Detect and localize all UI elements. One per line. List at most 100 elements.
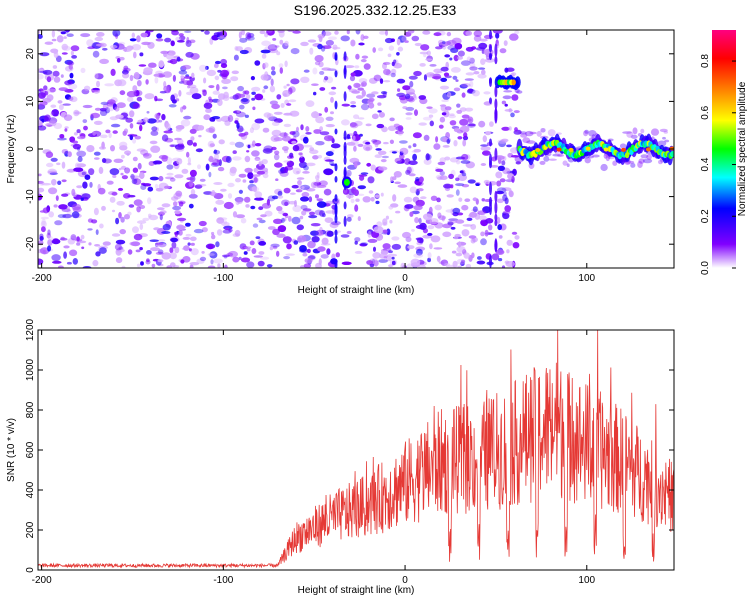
colorbar-tick-label: 0.0	[700, 261, 711, 275]
heatmap-cell	[494, 147, 498, 161]
heatmap-cell	[88, 168, 95, 176]
heatmap-cell	[174, 210, 181, 215]
heatmap-cell	[411, 229, 415, 232]
heatmap-cell	[232, 156, 242, 161]
heatmap-cell	[218, 139, 225, 145]
heatmap-cell	[251, 186, 257, 192]
heatmap-cell	[40, 216, 50, 220]
heatmap-cell	[391, 256, 395, 260]
heatmap-cell	[213, 32, 221, 37]
heatmap-cell	[306, 248, 311, 254]
heatmap-cell	[374, 260, 378, 267]
heatmap-cell	[83, 85, 91, 91]
heatmap-cell	[477, 73, 487, 79]
heatmap-cell	[64, 80, 73, 86]
heatmap-cell	[260, 256, 270, 260]
heatmap-cell	[343, 65, 347, 79]
heatmap-cell	[304, 258, 313, 264]
heatmap-cell	[267, 226, 276, 230]
heatmap-cell	[189, 262, 200, 266]
heatmap-cell	[249, 240, 255, 246]
heatmap-cell	[299, 215, 304, 220]
heatmap-cell	[475, 183, 480, 187]
heatmap-cell	[70, 50, 74, 56]
heatmap-cell	[512, 242, 520, 249]
heatmap-cell	[44, 90, 49, 96]
heatmap-cell	[246, 261, 255, 268]
heatmap-cell	[418, 264, 426, 268]
heatmap-cell	[180, 75, 185, 79]
heatmap-cell	[246, 150, 250, 153]
heatmap-cell	[368, 97, 375, 102]
heatmap-cell	[382, 62, 387, 70]
heatmap-cell	[250, 76, 255, 81]
heatmap-cell	[350, 139, 359, 147]
heatmap-cell	[149, 140, 158, 145]
heatmap-cell	[190, 248, 199, 256]
heatmap-cell	[169, 247, 174, 254]
heatmap-cell	[232, 233, 240, 238]
heatmap-cell	[397, 184, 408, 188]
heatmap-cell	[161, 252, 172, 260]
heatmap-cell	[139, 171, 145, 180]
heatmap-cell	[48, 235, 54, 242]
heatmap-cell	[178, 90, 182, 97]
heatmap-cell	[375, 194, 380, 198]
heatmap-cell	[183, 115, 192, 120]
heatmap-cell	[143, 67, 153, 74]
heatmap-cell	[112, 30, 121, 37]
heatmap-cell	[158, 175, 164, 182]
heatmap-cell	[203, 102, 213, 109]
heatmap-cell	[234, 93, 242, 100]
heatmap-cell	[122, 47, 132, 52]
heatmap-cell	[229, 96, 236, 100]
heatmap-cell	[161, 113, 166, 121]
heatmap-cell	[162, 223, 171, 231]
heatmap-cell	[495, 249, 505, 255]
heatmap-cell	[262, 127, 270, 133]
heatmap-cell	[323, 188, 332, 196]
heatmap-cell	[444, 262, 450, 267]
heatmap-cell	[437, 212, 442, 219]
colorbar-label: Normalized spectral amplitude	[737, 81, 748, 216]
heatmap-cell	[469, 62, 476, 69]
heatmap-cell	[81, 171, 87, 176]
heatmap-cell	[279, 132, 289, 138]
heatmap-cell	[76, 129, 81, 134]
heatmap-cell	[378, 111, 385, 118]
heatmap-cell	[262, 89, 266, 93]
heatmap-cell	[413, 148, 422, 153]
heatmap-cell	[279, 67, 283, 74]
heatmap-cell	[650, 128, 660, 136]
heatmap-cell	[514, 235, 520, 240]
heatmap-cell	[478, 120, 486, 128]
heatmap-cell	[214, 153, 219, 161]
heatmap-cell	[496, 216, 501, 225]
heatmap-cell	[489, 254, 492, 268]
heatmap-cell	[433, 247, 443, 250]
heatmap-cell	[172, 157, 182, 162]
heatmap-cell	[97, 187, 106, 195]
heatmap-cell	[263, 85, 269, 90]
heatmap-cell	[101, 158, 107, 163]
heatmap-cell	[334, 194, 338, 202]
heatmap-cell	[355, 95, 364, 99]
heatmap-cell	[175, 127, 182, 132]
heatmap-cell	[416, 248, 423, 256]
heatmap-cell	[136, 96, 143, 102]
heatmap-cell	[504, 197, 509, 205]
heatmap-cell	[341, 119, 350, 126]
heatmap-cell	[350, 101, 356, 105]
heatmap-cell	[320, 254, 329, 259]
heatmap-cell	[197, 125, 205, 131]
heatmap-cell	[191, 93, 202, 100]
heatmap-cell	[149, 239, 159, 242]
heatmap-cell	[426, 50, 432, 56]
heatmap-cell	[137, 162, 142, 170]
heatmap-cell	[131, 44, 142, 51]
heatmap-cell	[277, 195, 284, 199]
heatmap-cell	[446, 139, 451, 144]
heatmap-cell	[150, 247, 160, 252]
heatmap-cell	[190, 242, 195, 246]
heatmap-cell	[370, 164, 376, 171]
